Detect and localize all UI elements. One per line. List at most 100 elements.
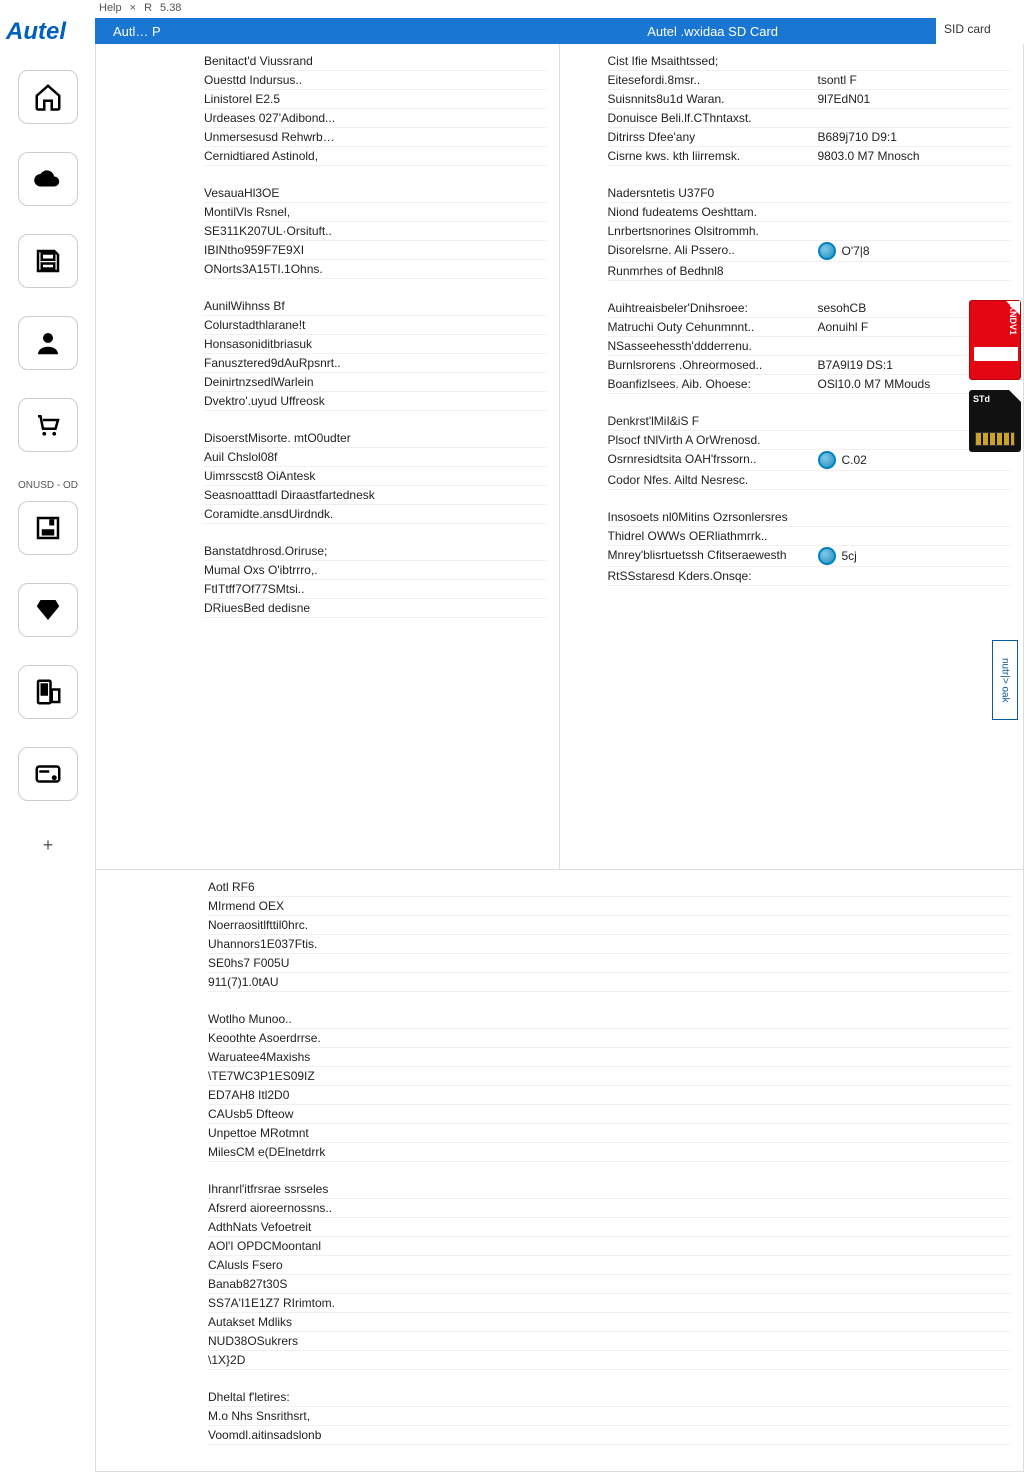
text-line: MontilVls Rsnel, bbox=[204, 203, 547, 222]
data-row: Insosoets nl0Mitins Ozrsonlersres bbox=[608, 508, 1012, 527]
cart-icon bbox=[33, 410, 63, 440]
sidebar-add[interactable]: + bbox=[18, 829, 78, 862]
menu-help[interactable]: Help bbox=[99, 2, 122, 14]
row-value bbox=[818, 263, 1012, 279]
row-value: C.02 bbox=[818, 451, 1012, 469]
text-line: Noerraositlfttil0hrc. bbox=[208, 916, 1011, 935]
badge-text: C.02 bbox=[842, 452, 867, 468]
row-label: Mnrey'blisrtuetssh Cfitseraewesth bbox=[608, 547, 818, 565]
text-line: Linistorel E2.5 bbox=[204, 90, 547, 109]
sidebar-device[interactable] bbox=[18, 665, 78, 719]
window-title: Autel .wxidaa SD Card bbox=[639, 24, 786, 39]
text-line: Ihranrl'itfrsrae ssrseles bbox=[208, 1180, 1011, 1199]
row-label: Osrnresidtsita OAH'frssorn.. bbox=[608, 451, 818, 469]
text-line: SS7A'I1E1Z7 RIrimtom. bbox=[208, 1294, 1011, 1313]
text-line: Afsrerd aioreernossns.. bbox=[208, 1199, 1011, 1218]
text-line: Unmersesusd Rehwrb… bbox=[204, 128, 547, 147]
left-group-1: Benitact'd ViussrandOuesttd Indursus..Li… bbox=[204, 52, 547, 166]
data-row: Donuisce Beli.lf.CThntaxst. bbox=[608, 109, 1012, 128]
sidebar-user[interactable] bbox=[18, 316, 78, 370]
row-label: Nadersntetis U37F0 bbox=[608, 185, 818, 201]
left-group-3: AunilWihnss BfColurstadthlarane!tHonsaso… bbox=[204, 297, 547, 411]
row-label: RtSSstaresd Kders.Onsqe: bbox=[608, 568, 818, 584]
row-label: Codor Nfes. Ailtd Nesresc. bbox=[608, 472, 818, 488]
text-line: ED7AH8 Itl2D0 bbox=[208, 1086, 1011, 1105]
text-line: DRiuesBed dedisne bbox=[204, 599, 547, 618]
text-line: Honsasoniditbriasuk bbox=[204, 335, 547, 354]
menu-close[interactable]: × bbox=[130, 2, 136, 14]
badge-text: O'7|8 bbox=[842, 243, 870, 259]
left-group-4: DisoerstMisorte. mtO0udterAuil Chslol08f… bbox=[204, 429, 547, 524]
text-line: Voomdl.aitinsadslonb bbox=[208, 1426, 1011, 1445]
row-value: B689j710 D9:1 bbox=[818, 129, 1012, 145]
header-bar: Autl… P Autel .wxidaa SD Card SID card bbox=[0, 18, 1024, 44]
text-line: AunilWihnss Bf bbox=[204, 297, 547, 316]
data-row: Disorelsrne. Ali Pssero.. O'7|8 bbox=[608, 241, 1012, 262]
sidebar-cart[interactable] bbox=[18, 398, 78, 452]
sidebar-cloud[interactable] bbox=[18, 152, 78, 206]
text-line: Seasnoatttadl Diraastfartednesk bbox=[204, 486, 547, 505]
text-line: Uhannors1E037Ftis. bbox=[208, 935, 1011, 954]
text-line: DeinirtnzsedlWarlein bbox=[204, 373, 547, 392]
text-line: Wotlho Munoo.. bbox=[208, 1010, 1011, 1029]
row-value: O'7|8 bbox=[818, 242, 1012, 260]
sidebar-diamond[interactable] bbox=[18, 583, 78, 637]
row-label: Auihtreaisbeler'Dnihsroee: bbox=[608, 300, 818, 316]
data-row: Ditrirss Dfee'anyB689j710 D9:1 bbox=[608, 128, 1012, 147]
content-area: Benitact'd ViussrandOuesttd Indursus..Li… bbox=[95, 44, 1024, 870]
row-value bbox=[818, 528, 1012, 544]
sidebar-section-label: ONUSD - OD bbox=[18, 480, 91, 491]
row-label: Disorelsrne. Ali Pssero.. bbox=[608, 242, 818, 260]
lower-group-3: Ihranrl'itfrsrae ssrselesAfsrerd aioreer… bbox=[208, 1180, 1011, 1370]
row-value: 9803.0 M7 Mnosch bbox=[818, 148, 1012, 164]
sd-card-red: XNDV1 bbox=[969, 300, 1021, 380]
status-bubble-icon bbox=[818, 547, 836, 565]
text-line: NUD38OSukrers bbox=[208, 1332, 1011, 1351]
data-row: Runmrhes of Bedhnl8 bbox=[608, 262, 1012, 281]
row-label: Matruchi Outy Cehunmnnt.. bbox=[608, 319, 818, 335]
data-row: NSasseehessth'ddderrenu. bbox=[608, 337, 1012, 356]
lower-group-4: Dheltal f'letires:M.o Nhs Snsrithsrt,Voo… bbox=[208, 1388, 1011, 1445]
row-label: Plsocf tNlVirth A OrWrenosd. bbox=[608, 432, 818, 448]
data-row: Osrnresidtsita OAH'frssorn.. C.02 bbox=[608, 450, 1012, 471]
card-icon bbox=[33, 759, 63, 789]
data-row: Cisrne kws. kth liirremsk.9803.0 M7 Mnos… bbox=[608, 147, 1012, 166]
row-label: Suisnnits8u1d Waran. bbox=[608, 91, 818, 107]
disk-icon bbox=[33, 513, 63, 543]
right-rail-tag: nutr|> oak bbox=[992, 640, 1018, 720]
text-line: CAUsb5 Dfteow bbox=[208, 1105, 1011, 1124]
data-row: Thidrel OWWs OERliathmrrk.. bbox=[608, 527, 1012, 546]
sidebar-save[interactable] bbox=[18, 234, 78, 288]
text-line: Aotl RF6 bbox=[208, 878, 1011, 897]
right-group-4: Denkrst'lMiI&iS FPlsocf tNlVirth A OrWre… bbox=[608, 412, 1012, 490]
text-line: Ouesttd Indursus.. bbox=[204, 71, 547, 90]
row-label: Lnrbertsnorines Olsitrommh. bbox=[608, 223, 818, 239]
data-row: Codor Nfes. Ailtd Nesresc. bbox=[608, 471, 1012, 490]
data-row: Eitesefordi.8msr..tsontl F bbox=[608, 71, 1012, 90]
text-line: ONorts3A15TI.1Ohns. bbox=[204, 260, 547, 279]
sidebar-card[interactable] bbox=[18, 747, 78, 801]
sidebar-disk[interactable] bbox=[18, 501, 78, 555]
row-value bbox=[818, 185, 1012, 201]
lower-left-column: Aotl RF6MIrmend OEXNoerraositlfttil0hrc.… bbox=[96, 870, 1023, 1471]
status-bubble-icon bbox=[818, 242, 836, 260]
text-line: MIrmend OEX bbox=[208, 897, 1011, 916]
text-line: Dvektro'.uyud Uffreosk bbox=[204, 392, 547, 411]
data-row: Boanfizlsees. Aib. Ohoese:OSl10.0 M7 MMo… bbox=[608, 375, 1012, 394]
diamond-icon bbox=[33, 595, 63, 625]
right-group-2: Nadersntetis U37F0Niond fudeatems Oeshtt… bbox=[608, 184, 1012, 281]
badge-text: 5cj bbox=[842, 548, 857, 564]
menu-r[interactable]: R bbox=[144, 2, 152, 14]
right-rail: XNDV1 STd bbox=[966, 300, 1024, 452]
right-group-3: Auihtreaisbeler'Dnihsroee:sesohCBMatruch… bbox=[608, 299, 1012, 394]
row-value bbox=[818, 110, 1012, 126]
row-label: Ditrirss Dfee'any bbox=[608, 129, 818, 145]
menu-version: 5.38 bbox=[160, 2, 181, 14]
sidebar-home[interactable] bbox=[18, 70, 78, 124]
right-column: Cist Ifie Msaithtssed;Eitesefordi.8msr..… bbox=[560, 44, 1024, 869]
text-line: MilesCM e(DElnetdrrk bbox=[208, 1143, 1011, 1162]
tab-left[interactable]: Autl… P bbox=[105, 24, 169, 39]
text-line: Fanusztered9dAuRpsnrt.. bbox=[204, 354, 547, 373]
row-label: Cisrne kws. kth liirremsk. bbox=[608, 148, 818, 164]
text-line: Uimrsscst8 OiAntesk bbox=[204, 467, 547, 486]
